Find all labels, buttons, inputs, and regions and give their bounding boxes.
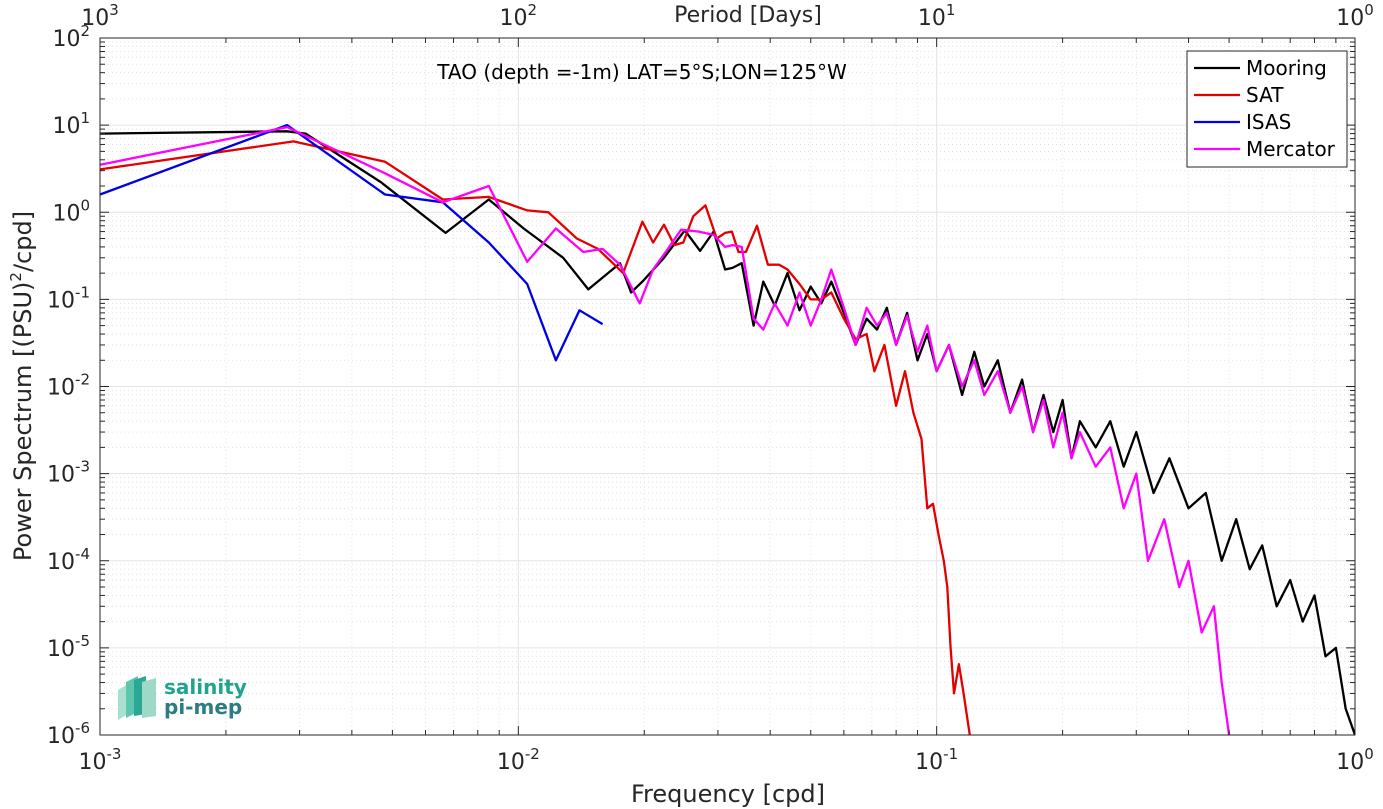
legend-label-sat: SAT	[1246, 83, 1284, 107]
y-tick-label-base: 10	[47, 288, 75, 313]
y-tick-label-exp: -1	[75, 283, 90, 301]
x-tick-label: 10-1	[915, 745, 958, 775]
y-tick-label-base: 10	[47, 376, 75, 401]
top-tick-label-exp: 0	[1364, 1, 1374, 19]
y-tick-label-exp: 1	[80, 109, 90, 127]
top-tick-label-exp: 1	[946, 1, 956, 19]
legend-label-mooring: Mooring	[1246, 56, 1327, 80]
series-group	[100, 123, 1355, 735]
y-tick-label: 10-5	[47, 632, 90, 662]
y-tick-label-exp: 0	[80, 196, 90, 214]
y-axis-label-main: Power Spectrum [(PSU)	[9, 282, 37, 561]
legend-label-mercator: Mercator	[1246, 137, 1336, 161]
y-tick-label-base: 10	[52, 27, 80, 52]
y-tick-label-base: 10	[47, 550, 75, 575]
x-tick-label-base: 10	[1336, 750, 1364, 775]
y-tick-label: 100	[52, 196, 90, 226]
y-tick-label-exp: 2	[80, 22, 90, 40]
y-axis-label: Power Spectrum [(PSU)2/cpd]	[7, 211, 37, 561]
x-tick-label: 10-3	[79, 745, 122, 775]
x-axis-label: Frequency [cpd]	[631, 780, 825, 808]
legend: Mooring SAT ISAS Mercator	[1186, 50, 1348, 168]
x-tick-label: 10-2	[497, 745, 540, 775]
top-tick-label: 100	[1336, 1, 1374, 31]
top-axis-label: Period [Days]	[674, 3, 822, 28]
legend-label-isas: ISAS	[1246, 110, 1291, 134]
y-tick-label: 10-2	[47, 371, 90, 401]
series-line-mercator	[100, 125, 1231, 735]
x-tick-label: 100	[1336, 745, 1374, 775]
top-tick-label-base: 10	[500, 6, 528, 31]
top-tick-label-base: 10	[1336, 6, 1364, 31]
series-line-isas	[100, 123, 604, 362]
top-tick-label-exp: 3	[109, 1, 119, 19]
salinity-pi-mep-logo: salinity pi-mep	[118, 675, 247, 720]
y-tick-label-base: 10	[47, 463, 75, 488]
y-tick-label-exp: -3	[75, 458, 90, 476]
top-tick-label: 102	[500, 1, 538, 31]
top-tick-label-base: 10	[918, 6, 946, 31]
logo-text-salinity: salinity	[164, 675, 247, 699]
chart-title: TAO (depth =-1m) LAT=5°S;LON=125°W	[436, 60, 847, 84]
logo-text-pi-mep: pi-mep	[164, 695, 242, 719]
top-tick-labels: 103 102 101 100	[81, 1, 1374, 31]
y-tick-label: 101	[52, 109, 90, 139]
y-tick-label-exp: -6	[75, 719, 90, 737]
x-tick-label-exp: -2	[525, 745, 540, 763]
x-tick-label-base: 10	[497, 750, 525, 775]
x-tick-label-exp: -1	[943, 745, 958, 763]
legend-box	[1186, 50, 1348, 168]
y-tick-label: 10-4	[47, 545, 90, 575]
y-tick-label-base: 10	[47, 724, 75, 749]
y-tick-label: 10-3	[47, 458, 90, 488]
y-tick-label-exp: -4	[75, 545, 90, 563]
y-axis-label-tail: /cpd]	[9, 211, 37, 272]
top-tick-label: 103	[81, 1, 119, 31]
logo-wave-1	[118, 684, 128, 720]
y-axis-label-sup: 2	[7, 272, 25, 282]
x-tick-label-exp: 0	[1364, 745, 1374, 763]
x-tick-label-base: 10	[915, 750, 943, 775]
y-tick-label-base: 10	[47, 637, 75, 662]
ticks	[99, 37, 1356, 736]
y-tick-label: 10-6	[47, 719, 90, 749]
y-tick-label: 10-1	[47, 283, 90, 313]
y-tick-label-base: 10	[52, 114, 80, 139]
top-tick-label-base: 10	[81, 6, 109, 31]
y-tick-label-base: 10	[52, 201, 80, 226]
y-tick-label: 102	[52, 22, 90, 52]
top-tick-label: 101	[918, 1, 956, 31]
legend-items: Mooring SAT ISAS Mercator	[1194, 56, 1336, 161]
x-tick-label-base: 10	[79, 750, 107, 775]
top-tick-label-exp: 2	[528, 1, 538, 19]
x-tick-label-exp: -3	[107, 745, 122, 763]
y-tick-label-exp: -5	[75, 632, 90, 650]
logo-wave-4	[142, 678, 156, 718]
x-tick-labels: 10-3 10-2 10-1 100	[79, 745, 1374, 775]
y-tick-label-exp: -2	[75, 371, 90, 389]
